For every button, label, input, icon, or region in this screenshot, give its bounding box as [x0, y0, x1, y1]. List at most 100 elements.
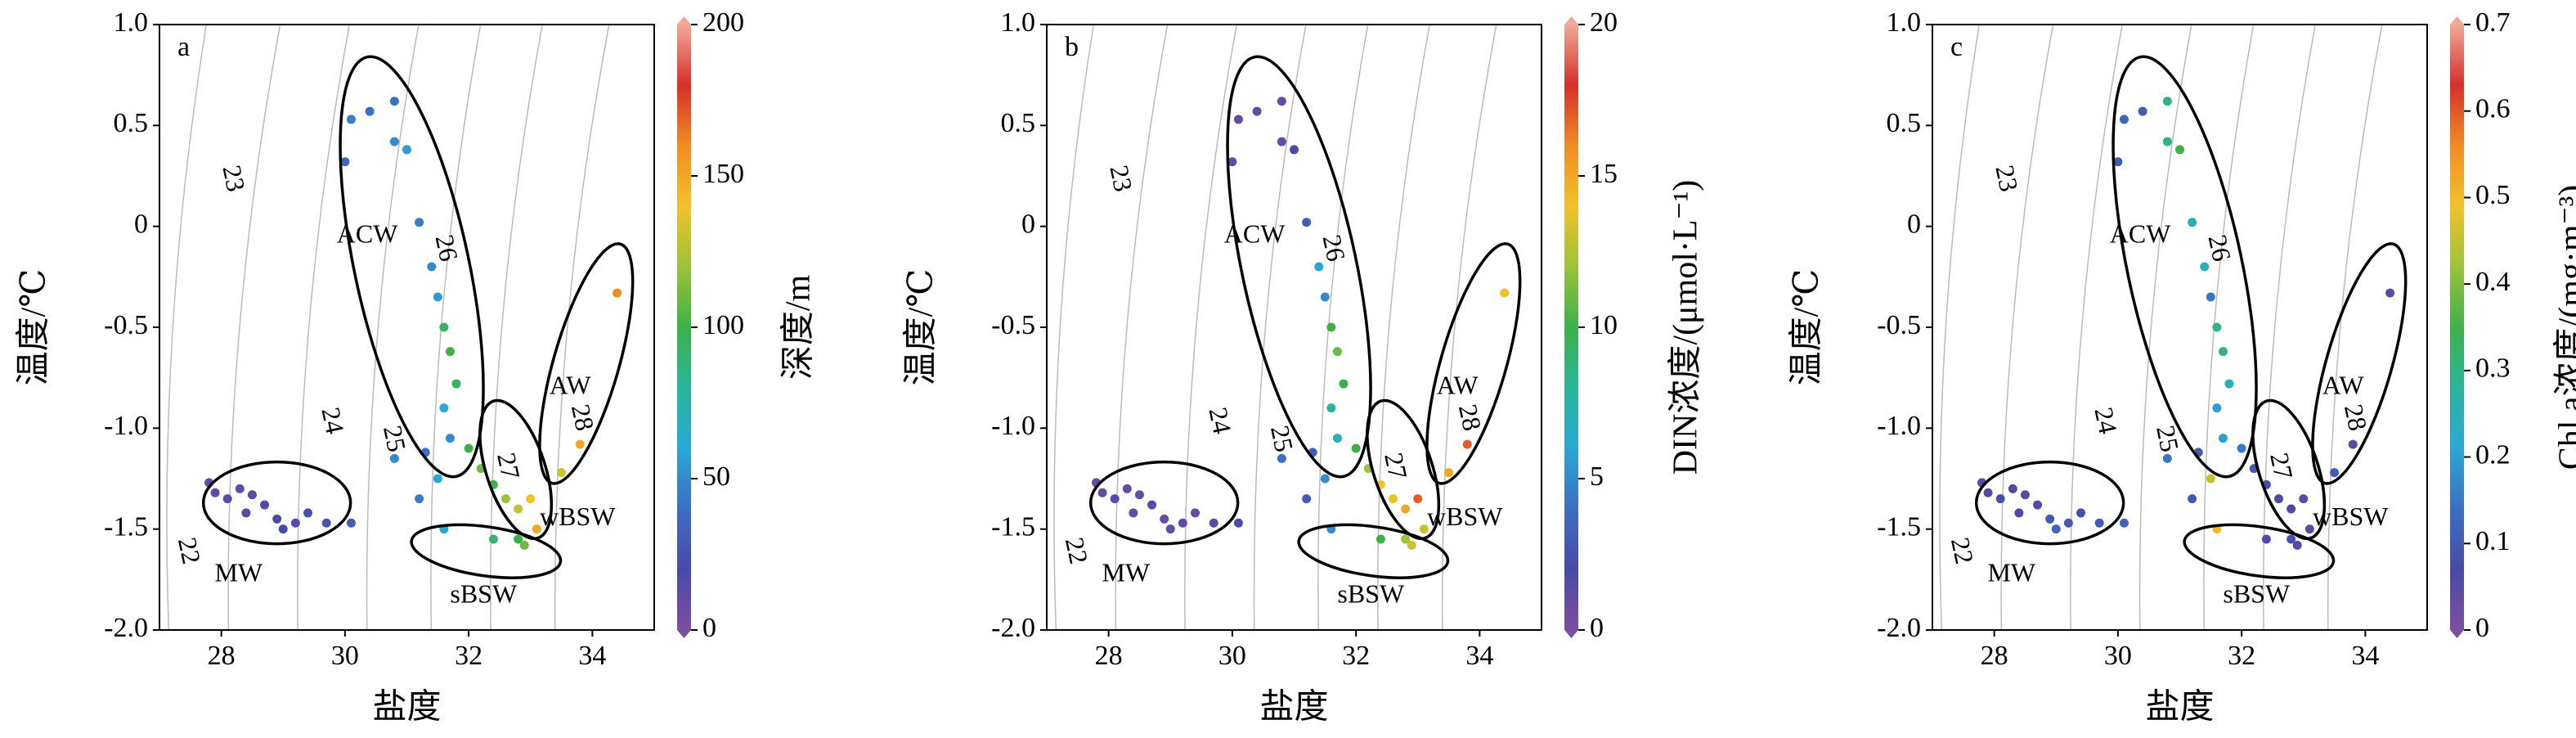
point — [2274, 494, 2283, 504]
y-tick-label: -1.5 — [991, 511, 1035, 542]
water-mass-label: sBSW — [2223, 579, 2291, 609]
colorbar-extend — [677, 630, 691, 638]
point — [613, 288, 622, 298]
y-tick-label: -1.5 — [104, 511, 148, 542]
colorbar-tick-label: 0.6 — [2475, 94, 2511, 124]
point — [1339, 379, 1349, 389]
point — [415, 218, 424, 227]
point — [1290, 145, 1299, 155]
colorbar-tick-label: 5 — [1590, 461, 1604, 492]
y-axis-label: 温度/℃ — [903, 269, 940, 386]
isopycnal — [1317, 25, 1369, 630]
y-tick-label: 1.0 — [114, 7, 149, 38]
colorbar-tick-label: 0 — [1590, 613, 1604, 643]
point — [1401, 504, 1411, 514]
colorbar — [677, 25, 691, 630]
isopycnal-label: 27 — [1379, 450, 1413, 482]
point — [445, 434, 455, 443]
point — [2033, 500, 2043, 510]
point — [1376, 534, 1385, 544]
water-mass-label: AW — [550, 370, 592, 399]
isopycnal-label: 23 — [217, 163, 251, 195]
isopycnal-label: 26 — [430, 232, 464, 264]
point — [389, 137, 399, 146]
point — [1326, 403, 1336, 413]
x-axis-label: 盐度 — [2145, 689, 2214, 727]
panel: ACW AW MW sBSW wBSW 22 23 24 25 26 27 28 a 28 30 32 34 1.… — [16, 7, 818, 727]
point — [1277, 97, 1286, 106]
x-axis-label: 盐度 — [1259, 689, 1328, 727]
colorbar-extend — [1564, 630, 1578, 638]
water-mass-label: sBSW — [450, 579, 518, 609]
y-tick-label: 0 — [1021, 209, 1035, 239]
point — [557, 468, 567, 478]
x-tick-label: 34 — [578, 641, 606, 671]
water-mass-label: sBSW — [1337, 579, 1405, 609]
point — [2212, 322, 2222, 332]
y-tick-label: 0.5 — [1887, 108, 1922, 138]
colorbar-tick-label: 0.2 — [2475, 439, 2511, 470]
isopycnal — [2203, 25, 2255, 630]
isopycnal — [2263, 25, 2316, 630]
point — [260, 500, 270, 510]
point — [439, 322, 449, 332]
x-tick-label: 28 — [1095, 641, 1123, 671]
point — [2076, 508, 2085, 518]
isopycnal — [1184, 25, 1238, 630]
water-mass-outline — [1088, 460, 1240, 546]
isopycnal-label: 24 — [2089, 405, 2123, 437]
water-mass-label: ACW — [337, 218, 398, 248]
point — [303, 508, 312, 518]
point — [514, 504, 523, 514]
point — [402, 145, 411, 155]
colorbar-extend — [2450, 630, 2464, 638]
water-mass-label: AW — [2322, 370, 2365, 399]
isopycnal-label: 28 — [1453, 402, 1488, 434]
colorbar-label: 深度/m — [780, 275, 818, 380]
panel-label: b — [1065, 32, 1079, 62]
water-mass-label: wBSW — [1427, 502, 1503, 531]
point — [1326, 322, 1336, 332]
panel-label: c — [1950, 32, 1963, 62]
colorbar-tick-label: 0.3 — [2475, 353, 2511, 384]
point — [2119, 518, 2129, 528]
y-tick-label: 1.0 — [1001, 7, 1036, 38]
y-axis-label: 温度/℃ — [16, 269, 53, 386]
point — [514, 534, 523, 544]
colorbar-tick-label: 0.4 — [2475, 267, 2511, 297]
point — [346, 518, 356, 528]
water-mass-outline — [1366, 398, 1441, 541]
point — [2299, 494, 2309, 504]
point — [2188, 218, 2197, 227]
water-mass-label: wBSW — [540, 502, 616, 531]
point — [1277, 453, 1286, 463]
point — [2385, 288, 2395, 298]
x-tick-label: 32 — [1342, 641, 1370, 671]
isopycnal — [490, 25, 543, 630]
point — [2063, 518, 2073, 528]
point — [1995, 494, 2005, 504]
isopycnal-label: 25 — [2151, 423, 2185, 455]
point — [389, 97, 399, 106]
isopycnal — [554, 25, 610, 630]
point — [575, 439, 585, 449]
point — [2218, 434, 2228, 443]
x-tick-label: 30 — [331, 641, 359, 671]
point — [1097, 488, 1107, 497]
point — [2287, 534, 2296, 544]
point — [1178, 518, 1187, 528]
point — [1302, 494, 1312, 504]
isopycnal-label: 27 — [491, 450, 526, 482]
water-mass-outline — [1974, 460, 2125, 546]
point — [1389, 494, 1398, 504]
isopycnal — [1115, 25, 1169, 630]
x-tick-label: 34 — [1465, 641, 1493, 671]
point — [1191, 508, 1200, 518]
isopycnal — [227, 25, 281, 630]
point — [2224, 379, 2234, 389]
point — [1134, 490, 1144, 500]
y-tick-label: -2.0 — [991, 613, 1035, 643]
colorbar-extend — [2450, 16, 2464, 25]
point — [1500, 288, 1510, 298]
isopycnal — [2327, 25, 2383, 630]
